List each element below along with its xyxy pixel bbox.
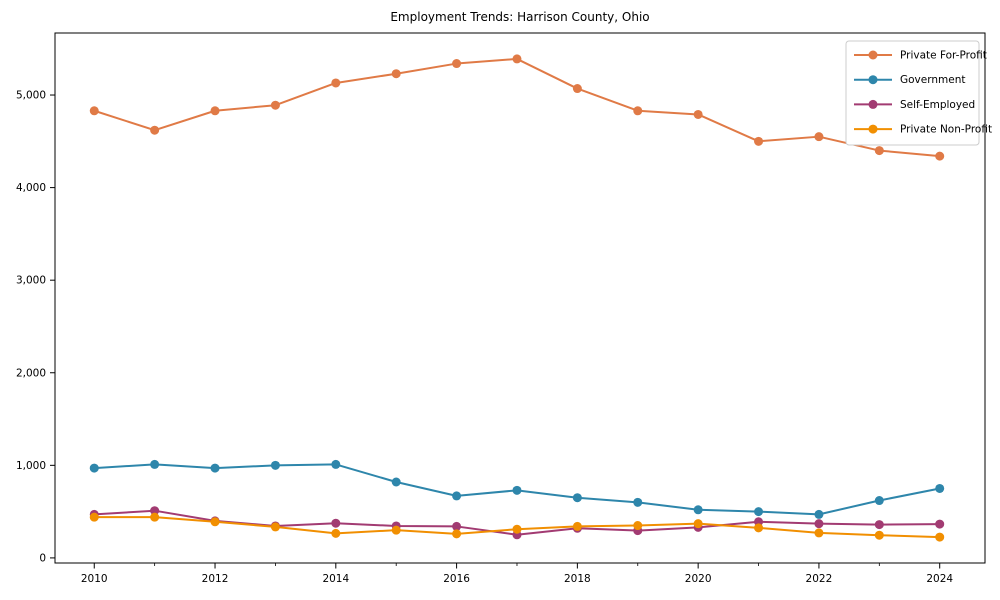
data-point-government-2011 <box>150 459 160 469</box>
data-point-government-2010 <box>89 463 99 473</box>
data-point-private-for-profit-2010 <box>89 106 99 116</box>
data-point-private-for-profit-2019 <box>633 106 643 116</box>
data-point-private-for-profit-2011 <box>150 125 160 135</box>
data-point-self-employed-2014 <box>331 518 341 528</box>
x-axis-tick-label: 2018 <box>564 573 591 585</box>
y-axis-tick-label: 4,000 <box>16 182 46 194</box>
legend-label-private-for-profit: Private For-Profit <box>900 50 987 62</box>
x-axis-tick-label: 2010 <box>81 573 108 585</box>
series-line-private-for-profit <box>93 57 940 158</box>
data-point-private-non-profit-2020 <box>693 519 703 529</box>
data-point-private-non-profit-2024 <box>935 532 945 542</box>
data-point-government-2024 <box>935 483 945 493</box>
data-point-government-2014 <box>331 459 341 469</box>
data-point-private-non-profit-2019 <box>633 521 643 531</box>
data-point-private-non-profit-2014 <box>331 528 341 538</box>
data-point-self-employed-2022 <box>814 519 824 529</box>
data-point-private-for-profit-2023 <box>874 146 884 156</box>
data-point-government-2019 <box>633 497 643 507</box>
legend-label-private-non-profit: Private Non-Profit <box>900 124 992 136</box>
legend-label-government: Government <box>900 74 965 86</box>
y-axis-tick-label: 2,000 <box>16 367 46 379</box>
legend-marker-private-non-profit <box>868 124 878 134</box>
data-point-government-2012 <box>210 463 220 473</box>
data-point-private-for-profit-2021 <box>754 136 764 146</box>
data-point-government-2023 <box>874 496 884 506</box>
data-point-private-for-profit-2015 <box>391 69 401 79</box>
data-point-self-employed-2016 <box>452 521 462 531</box>
data-point-private-for-profit-2014 <box>331 78 341 88</box>
data-point-private-non-profit-2016 <box>452 529 462 539</box>
data-point-private-for-profit-2016 <box>452 59 462 69</box>
data-point-private-non-profit-2013 <box>270 522 280 532</box>
data-point-private-non-profit-2018 <box>572 521 582 531</box>
data-point-private-for-profit-2017 <box>512 54 522 64</box>
data-point-private-non-profit-2021 <box>754 523 764 533</box>
data-point-private-for-profit-2012 <box>210 106 220 116</box>
data-point-private-for-profit-2018 <box>572 84 582 94</box>
x-axis-tick-label: 2016 <box>443 573 470 585</box>
data-point-government-2022 <box>814 509 824 519</box>
legend-marker-government <box>868 75 878 85</box>
data-point-government-2013 <box>270 460 280 470</box>
data-point-private-non-profit-2023 <box>874 530 884 540</box>
data-point-private-non-profit-2022 <box>814 528 824 538</box>
y-axis-tick-label: 5,000 <box>16 90 46 102</box>
data-point-private-non-profit-2012 <box>210 517 220 527</box>
data-point-self-employed-2011 <box>150 506 160 516</box>
x-axis-tick-label: 2022 <box>806 573 833 585</box>
data-point-private-for-profit-2020 <box>693 109 703 119</box>
legend-label-self-employed: Self-Employed <box>900 99 975 111</box>
data-point-government-2017 <box>512 485 522 495</box>
x-axis-tick-label: 2014 <box>322 573 349 585</box>
data-point-private-non-profit-2017 <box>512 524 522 534</box>
y-axis-tick-label: 3,000 <box>16 275 46 287</box>
x-axis-tick-label: 2024 <box>926 573 953 585</box>
x-axis-tick-label: 2020 <box>685 573 712 585</box>
data-point-government-2016 <box>452 491 462 501</box>
legend-box <box>845 40 980 146</box>
data-point-government-2018 <box>572 493 582 503</box>
data-point-private-non-profit-2015 <box>391 525 401 535</box>
x-axis-tick-label: 2012 <box>202 573 229 585</box>
data-point-private-for-profit-2013 <box>270 100 280 110</box>
data-point-private-non-profit-2011 <box>150 512 160 522</box>
data-point-government-2021 <box>754 507 764 517</box>
data-point-private-for-profit-2024 <box>935 151 945 161</box>
data-point-government-2020 <box>693 505 703 515</box>
y-axis-tick-label: 0 <box>39 552 46 564</box>
legend-marker-private-for-profit <box>868 50 878 60</box>
data-point-self-employed-2024 <box>935 519 945 529</box>
data-point-government-2015 <box>391 477 401 487</box>
data-point-private-non-profit-2010 <box>89 512 99 522</box>
plot-border <box>54 32 986 564</box>
legend-marker-self-employed <box>868 99 878 109</box>
data-point-self-employed-2023 <box>874 520 884 530</box>
y-axis-tick-label: 1,000 <box>16 460 46 472</box>
data-point-private-for-profit-2022 <box>814 132 824 142</box>
chart-title: Employment Trends: Harrison County, Ohio <box>390 10 649 24</box>
